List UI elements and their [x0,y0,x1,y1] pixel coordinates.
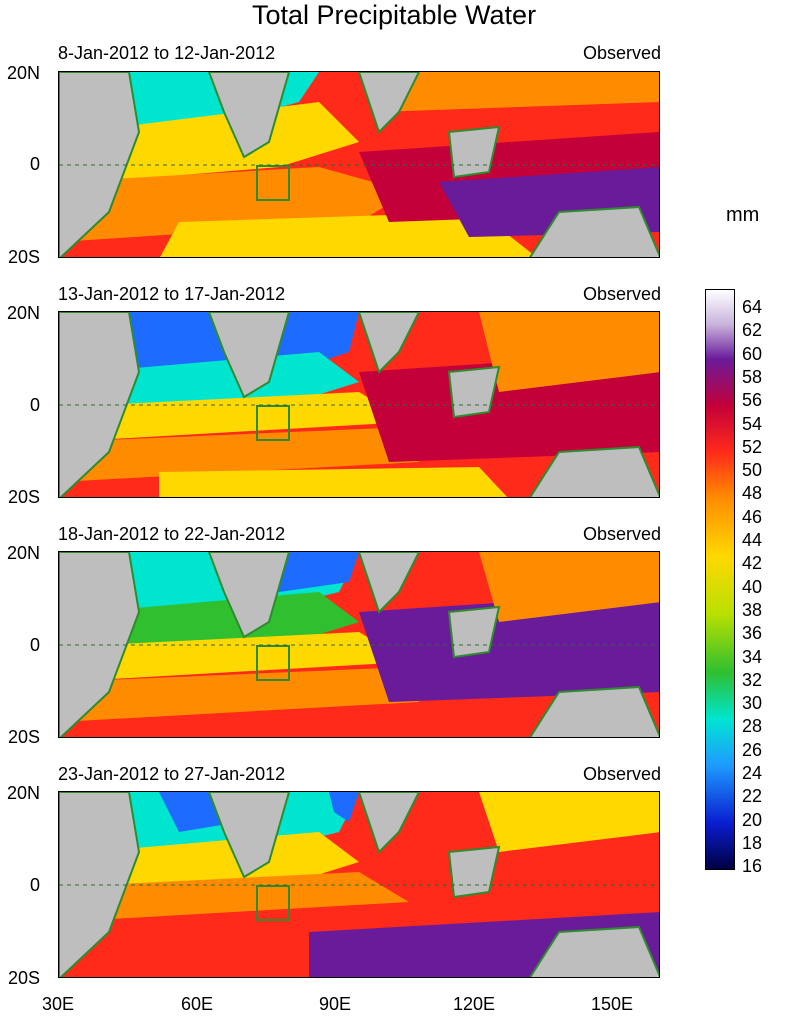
lat-label-eq-3: 0 [29,635,40,655]
colorbar-tick-label: 52 [742,436,763,457]
colorbar [705,289,735,870]
lat-label-20s-3: 20S [7,727,40,747]
panel-4-observed: Observed [582,764,661,784]
lon-label-90e: 90E [318,994,352,1014]
panel-1-date: 8-Jan-2012 to 12-Jan-2012 [58,43,276,63]
panel-4-date: 23-Jan-2012 to 27-Jan-2012 [58,764,286,784]
lon-label-60e: 60E [180,994,214,1014]
map-panel-1 [58,71,660,258]
colorbar-tick-label: 36 [742,623,763,644]
colorbar-tick-label: 46 [742,506,763,527]
chart-title: Total Precipitable Water [251,0,537,30]
lat-label-eq-2: 0 [29,395,40,415]
lon-label-150e: 150E [590,994,634,1014]
unit-label: mm [726,204,760,226]
colorbar-tick-label: 44 [742,530,763,550]
lat-label-eq-4: 0 [29,875,40,895]
colorbar-tick-label: 26 [742,739,763,760]
colorbar-tick-label: 40 [742,576,763,597]
panel-2-observed: Observed [582,284,661,304]
lat-label-20n-4: 20N [6,783,40,803]
lon-label-30e: 30E [41,994,75,1014]
lat-label-20s-1: 20S [7,247,40,267]
colorbar-tick-label: 22 [742,786,763,807]
panel-3-date: 18-Jan-2012 to 22-Jan-2012 [58,524,286,544]
lat-label-20n-2: 20N [6,303,40,323]
colorbar-tick-label: 32 [742,669,763,690]
lat-label-20n-1: 20N [6,63,40,83]
panel-2-date: 13-Jan-2012 to 17-Jan-2012 [58,284,286,304]
colorbar-tick-label: 34 [742,646,763,667]
colorbar-tick-label: 18 [742,832,763,853]
colorbar-tick-label: 62 [742,320,763,341]
colorbar-tick-label: 20 [742,809,763,830]
colorbar-tick-label: 42 [742,553,763,574]
colorbar-tick-label: 30 [742,693,763,714]
lat-label-20s-2: 20S [7,487,40,507]
colorbar-tick-label: 56 [742,390,763,411]
panel-1-observed: Observed [582,43,661,63]
lat-label-20s-4: 20S [7,968,40,988]
map-panel-3 [58,551,660,738]
colorbar-tick-label: 54 [742,413,763,434]
panel-3-observed: Observed [582,524,661,544]
colorbar-tick-label: 24 [742,763,763,783]
colorbar-tick-label: 38 [742,599,763,620]
lat-label-eq-1: 0 [29,154,40,174]
colorbar-tick-label: 50 [742,460,763,481]
lat-label-20n-3: 20N [6,543,40,563]
map-panel-2 [58,311,660,498]
colorbar-tick-label: 48 [742,483,763,504]
lon-label-120e: 120E [452,994,496,1014]
colorbar-tick-label: 58 [742,366,763,387]
colorbar-tick-label: 16 [742,856,763,877]
map-panel-4 [58,791,660,978]
colorbar-tick-label: 60 [742,343,763,364]
colorbar-tick-label: 64 [742,297,763,317]
colorbar-tick-label: 28 [742,716,763,737]
